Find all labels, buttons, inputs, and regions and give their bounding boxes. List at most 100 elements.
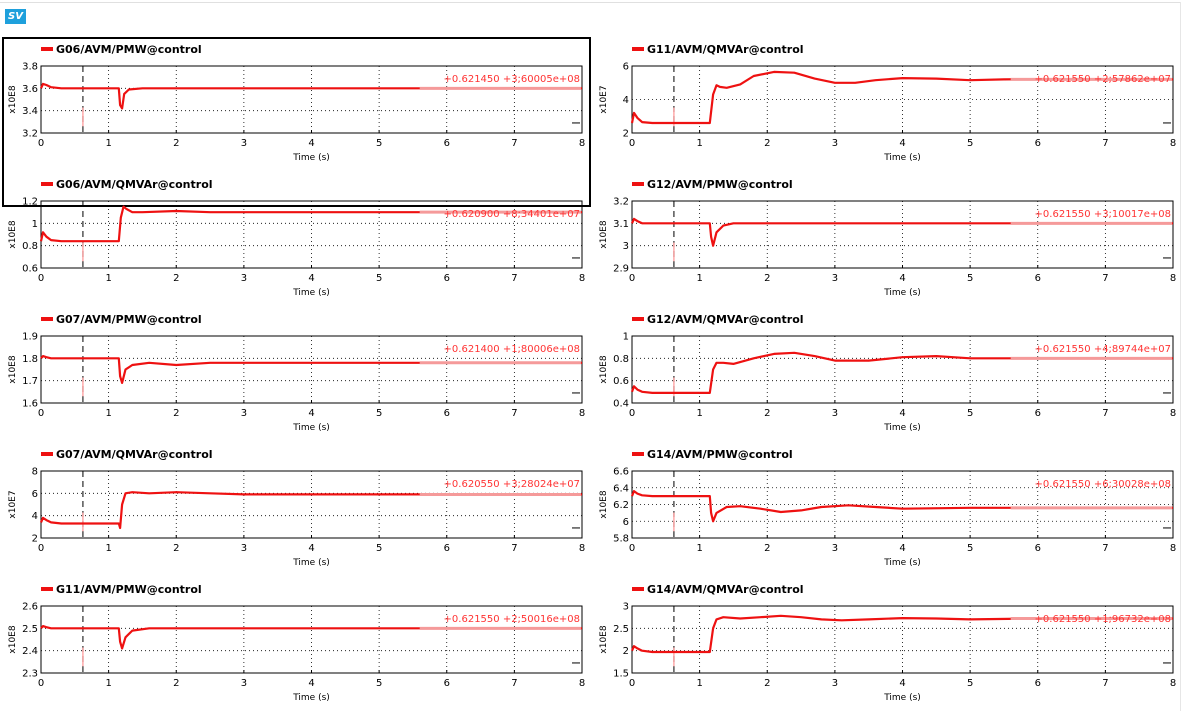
panel-5-x-tick-label: 4	[308, 408, 314, 419]
panel-2-series-trace	[630, 70, 1173, 125]
panel-2-x-tick-label: 5	[967, 138, 973, 149]
panel-10-y-tick-label: 2	[623, 646, 629, 657]
panel-7-y-axis-label: x10E7	[8, 490, 18, 518]
panel-7-x-tick-label: 6	[444, 543, 450, 554]
panel-9-y-tick-label: 2.5	[22, 624, 38, 635]
panel-6-legend-label[interactable]: G12/AVM/QMVAr@control	[647, 313, 804, 326]
panel-10-x-tick-label: 2	[764, 678, 770, 689]
panel-10-y-tick-label: 3	[623, 602, 629, 613]
panel-4-x-tick-label: 5	[967, 273, 973, 284]
panel-7-x-tick-label: 4	[308, 543, 314, 554]
panel-5-y-tick-label: 1.6	[22, 399, 38, 410]
panel-2-legend-label[interactable]: G11/AVM/QMVAr@control	[647, 43, 804, 56]
top-border	[0, 2, 1180, 3]
panel-7-y-tick-label: 4	[32, 511, 38, 522]
panel-6-y-axis-label: x10E8	[599, 355, 609, 383]
panel-9-x-tick-label: 4	[308, 678, 314, 689]
panel-9-x-tick-label: 2	[173, 678, 179, 689]
panel-10-series-trace	[630, 614, 1173, 654]
panel-10-legend-swatch	[632, 587, 644, 591]
panel-7-y-tick-label: 8	[32, 467, 38, 478]
panel-9-legend-label[interactable]: G11/AVM/PMW@control	[56, 583, 202, 596]
panel-4-x-tick-label: 2	[764, 273, 770, 284]
panel-9-y-axis-label: x10E8	[8, 625, 18, 653]
panel-8-x-tick-label: 8	[1170, 543, 1176, 554]
panel-10-cursor-readout: +0.621550 +1;96732e+08	[1035, 614, 1171, 625]
panel-8-legend-label[interactable]: G14/AVM/PMW@control	[647, 448, 793, 461]
panel-8-x-tick-label: 4	[899, 543, 905, 554]
panel-8-x-tick-label: 7	[1102, 543, 1108, 554]
panel-7-legend-label[interactable]: G07/AVM/QMVAr@control	[56, 448, 213, 461]
panel-5-legend-label[interactable]: G07/AVM/PMW@control	[56, 313, 202, 326]
panel-10-x-tick-label: 1	[696, 678, 702, 689]
panel-3-series-trace	[39, 205, 582, 243]
panel-6-x-tick-label: 3	[832, 408, 838, 419]
panel-3-legend-swatch	[41, 182, 53, 186]
panel-5-y-axis-label: x10E8	[8, 355, 18, 383]
panel-1-x-tick-label: 6	[444, 138, 450, 149]
panel-9-series-trace	[40, 624, 582, 650]
panel-1-y-tick-label: 3.2	[22, 129, 38, 140]
panel-7-x-tick-label: 2	[173, 543, 179, 554]
panel-3-x-tick-label: 7	[511, 273, 517, 284]
panel-1-y-tick-label: 3.8	[22, 62, 38, 73]
panel-2-x-tick-label: 4	[899, 138, 905, 149]
panel-4-x-tick-label: 4	[899, 273, 905, 284]
panel-6-y-tick-label: 1	[623, 332, 629, 343]
panel-6-x-tick-label: 1	[696, 408, 702, 419]
panel-1-legend-swatch	[41, 47, 53, 51]
panel-2-legend-swatch	[632, 47, 644, 51]
panel-5-y-tick-label: 1.8	[22, 354, 38, 365]
panel-3-y-tick-label: 0.8	[22, 241, 38, 252]
panel-6-x-tick-label: 8	[1170, 408, 1176, 419]
panel-4-x-axis-label: Time (s)	[883, 288, 921, 298]
sv-badge[interactable]: SV	[5, 9, 26, 24]
panel-4-cursor-readout: +0.621550 +3;10017e+08	[1035, 209, 1171, 220]
panel-8-series-trace	[630, 490, 1173, 523]
panel-7-x-tick-label: 1	[105, 543, 111, 554]
panel-7-x-tick-label: 3	[241, 543, 247, 554]
panel-7-x-tick-label: 8	[579, 543, 585, 554]
panel-10-x-tick-label: 4	[899, 678, 905, 689]
panel-7-x-tick-label: 7	[511, 543, 517, 554]
panel-1-x-axis-label: Time (s)	[292, 153, 330, 163]
panel-8-x-tick-label: 5	[967, 543, 973, 554]
panel-6-legend-swatch	[632, 317, 644, 321]
panel-7-x-tick-label: 0	[38, 543, 44, 554]
panel-4-y-tick-label: 3.1	[613, 219, 629, 230]
panel-9-y-tick-label: 2.6	[22, 602, 38, 613]
panel-7-series-trace	[39, 491, 582, 530]
panel-6-cursor-readout: +0.621550 +4;89744e+07	[1035, 344, 1171, 355]
panel-8-y-tick-label: 6.6	[613, 467, 629, 478]
panel-2-x-tick-label: 1	[696, 138, 702, 149]
panel-1-x-tick-label: 2	[173, 138, 179, 149]
panel-8-x-tick-label: 2	[764, 543, 770, 554]
panel-7-legend-swatch	[41, 452, 53, 456]
panel-6-x-tick-label: 5	[967, 408, 973, 419]
panel-8-y-axis-label: x10E8	[599, 490, 609, 518]
panel-2-x-tick-label: 8	[1170, 138, 1176, 149]
panel-3-legend-label[interactable]: G06/AVM/QMVAr@control	[56, 178, 213, 191]
panel-1-series-trace	[39, 82, 582, 110]
panel-6-x-tick-label: 0	[629, 408, 635, 419]
panel-4-y-tick-label: 2.9	[613, 264, 629, 275]
panel-2-x-axis-label: Time (s)	[883, 153, 921, 163]
panel-10-y-tick-label: 2.5	[613, 624, 629, 635]
panel-7-y-tick-label: 6	[32, 489, 38, 500]
panel-9-x-tick-label: 7	[511, 678, 517, 689]
panel-1-legend-label[interactable]: G06/AVM/PMW@control	[56, 43, 202, 56]
panel-10-x-axis-label: Time (s)	[883, 693, 921, 703]
panel-1-selection-frame	[2, 37, 591, 207]
panel-1-y-axis-label: x10E8	[8, 85, 18, 113]
panel-5-x-tick-label: 6	[444, 408, 450, 419]
panel-10-legend-label[interactable]: G14/AVM/QMVAr@control	[647, 583, 804, 596]
panel-7-cursor-readout: +0.620550 +3;28024e+07	[444, 479, 580, 490]
panel-9-x-tick-label: 8	[579, 678, 585, 689]
panel-1-x-tick-label: 1	[105, 138, 111, 149]
panel-9-legend-swatch	[41, 587, 53, 591]
panel-4-x-tick-label: 6	[1035, 273, 1041, 284]
panel-4-legend-label[interactable]: G12/AVM/PMW@control	[647, 178, 793, 191]
panel-10-x-tick-label: 6	[1035, 678, 1041, 689]
panel-8-y-tick-label: 6.2	[613, 500, 629, 511]
panel-8-x-tick-label: 3	[832, 543, 838, 554]
